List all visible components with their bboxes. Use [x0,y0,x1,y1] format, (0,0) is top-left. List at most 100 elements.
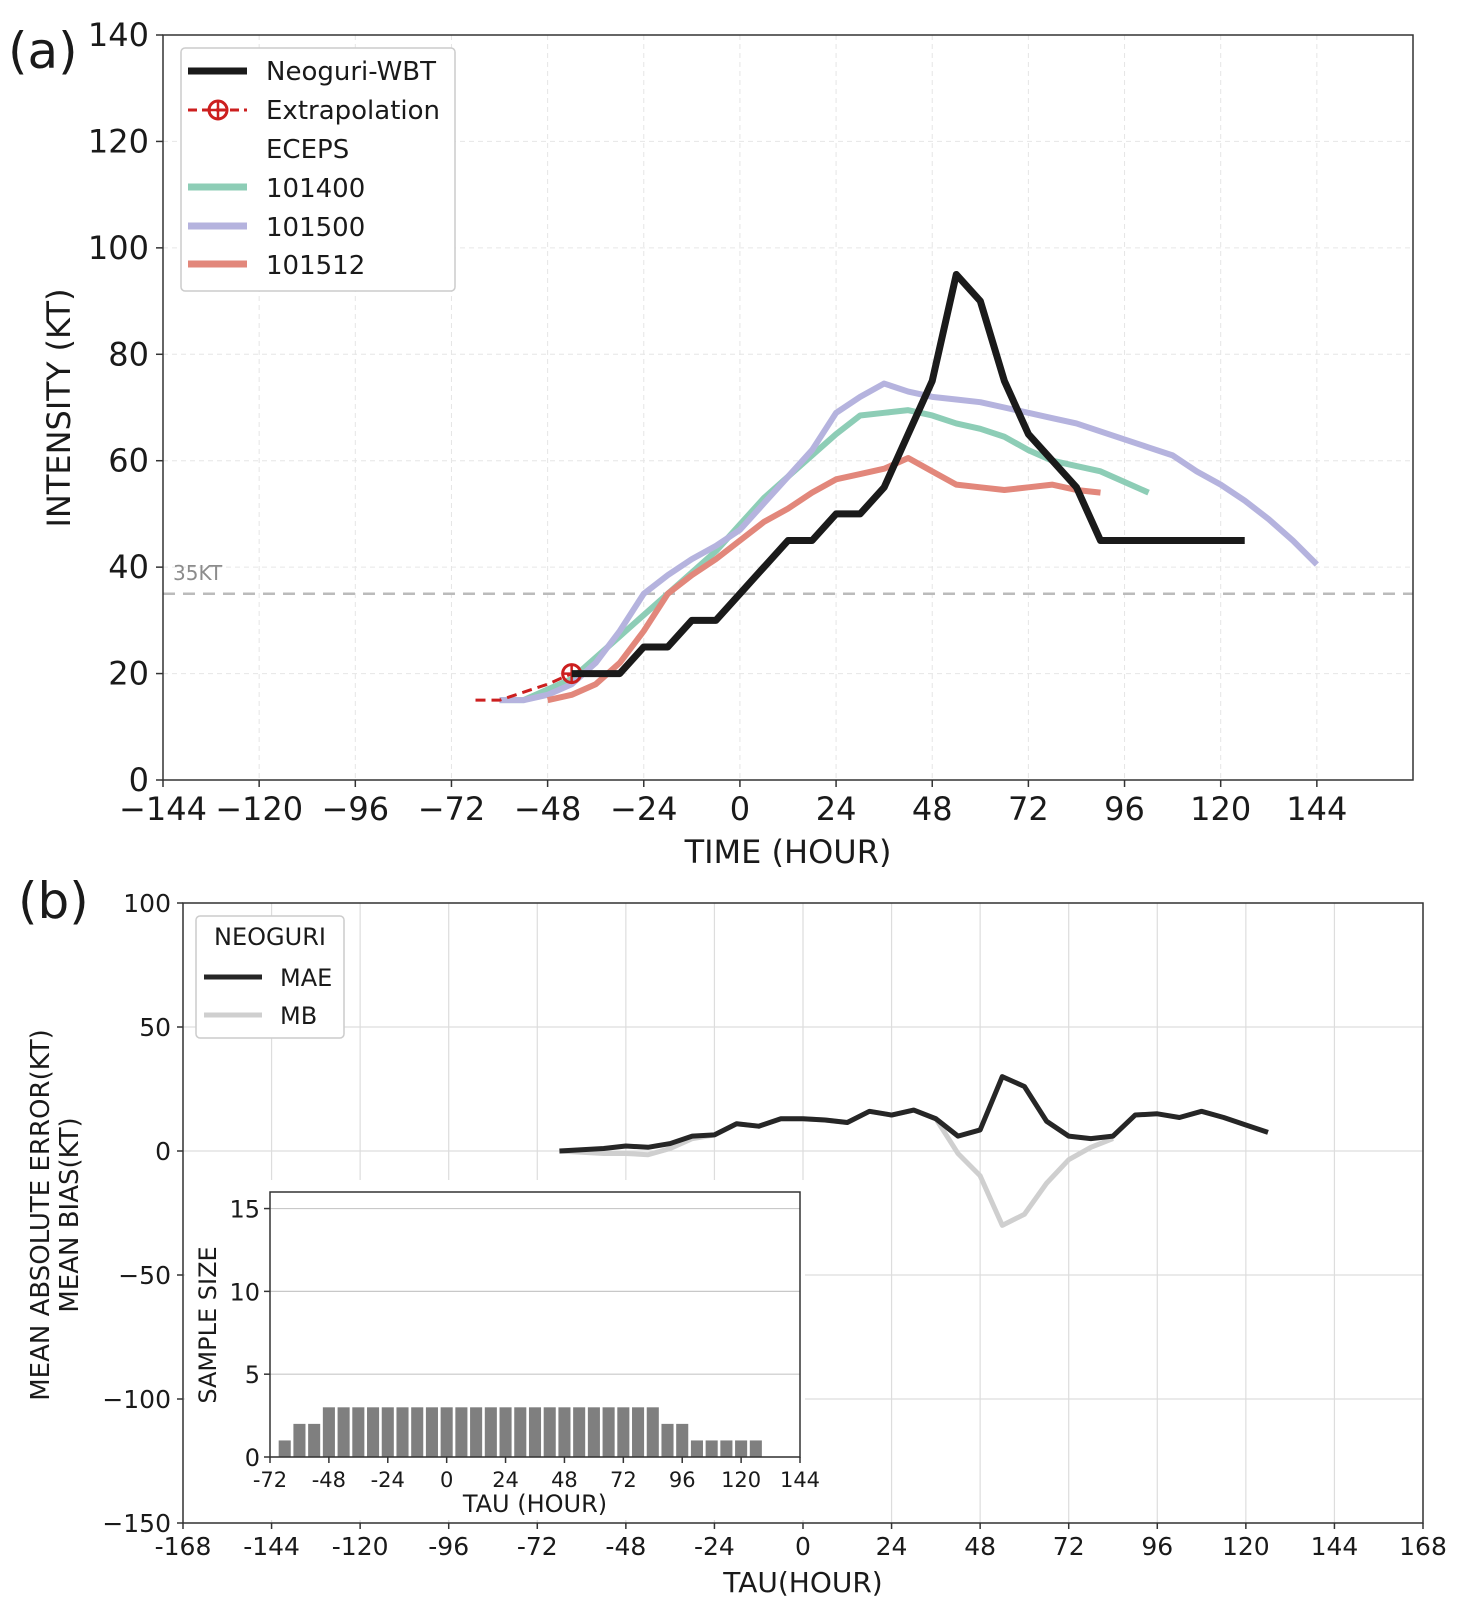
legend-group-title-eceps: ECEPS [266,135,349,165]
panel-b-legend: NEOGURI MAE MB [195,915,345,1039]
panel-b-label: (b) [18,872,89,930]
panel-a-y-tick-label: 140 [88,16,149,54]
panel-a-series-101500 [499,380,1319,704]
panel-b-series-mae [559,1074,1269,1154]
panel-b-x-tick-label: 120 [1222,1532,1270,1561]
panel-a-y-tick-label: 40 [108,548,149,586]
panel-b-x-tick-label: 168 [1399,1532,1447,1561]
inset-bar [381,1407,394,1457]
panel-a-plot: 35KT −144 −120 −96 −72 −48 −24 0 24 48 72 96 120 144… [40,16,1414,871]
inset-x-tick-label: 144 [780,1468,820,1492]
inset-bar [528,1407,542,1457]
inset-bar [470,1407,483,1457]
inset-x-tick-label: -48 [312,1468,346,1492]
inset-chart: -72 -48 -24 0 24 48 72 96 120 144 0 5 10 15 TAU (HOU… [185,1180,820,1520]
inset-bar [602,1407,615,1457]
panel-a-x-tick-label: −72 [418,790,486,828]
inset-bar [322,1407,335,1457]
inset-bar [720,1440,733,1457]
panel-a-series-neoguri-wbt [571,270,1245,678]
inset-y-ticks: 0 5 10 15 [229,1196,270,1472]
inset-bar [587,1407,600,1457]
inset-bar [661,1423,674,1457]
panel-b-plot: -168 -144 -120 -96 -72 -48 -24 0 24 48 72 96 120 144 1… [26,889,1447,1599]
inset-bar [617,1407,630,1457]
panel-b-y-ticks: −150 −100 −50 0 50 100 [102,889,183,1538]
legend-label-mae: MAE [280,964,332,992]
panel-a-series-101512 [546,455,1101,704]
inset-x-tick-label: 72 [610,1468,637,1492]
panel-b-y-axis-label-line2: MEAN BIAS(KT) [55,1117,85,1312]
inset-bar [352,1407,365,1457]
inset-x-tick-label: 24 [492,1468,519,1492]
inset-bar [440,1407,453,1457]
panel-a-x-tick-label: −96 [322,790,390,828]
inset-bar [308,1423,321,1457]
panel-a-reference-label: 35KT [173,561,223,585]
inset-bar [278,1440,291,1457]
panel-b-y-tick-label: 100 [123,889,171,918]
inset-x-tick-label: 96 [669,1468,696,1492]
inset-x-tick-label: -72 [253,1468,287,1492]
inset-bar [646,1407,659,1457]
inset-x-ticks: -72 -48 -24 0 24 48 72 96 120 144 [253,1457,820,1492]
panel-b-y-tick-label: 50 [139,1013,171,1042]
inset-bar [499,1407,512,1457]
panel-b-x-tick-label: 24 [876,1532,908,1561]
panel-b-x-tick-label: -120 [332,1532,389,1561]
inset-bar [367,1407,380,1457]
panel-b-series-group [559,1074,1269,1228]
panel-b-x-tick-label: 144 [1311,1532,1359,1561]
panel-b-x-tick-label: -24 [694,1532,735,1561]
legend-label-101400: 101400 [266,174,365,204]
inset-y-tick-label: 15 [229,1196,260,1224]
inset-y-tick-label: 10 [229,1278,260,1306]
legend-label-101512: 101512 [266,251,365,281]
panel-b-x-tick-label: 0 [795,1532,811,1561]
panel-a-y-tick-label: 20 [108,655,149,693]
panel-a-y-tick-label: 80 [108,335,149,373]
panel-a-x-tick-label: 96 [1104,790,1145,828]
panel-a-y-axis-label: INTENSITY (KT) [40,288,78,527]
inset-bar [411,1407,424,1457]
inset-x-axis-label: TAU (HOUR) [462,1490,607,1518]
inset-bar [455,1407,468,1457]
panel-b-x-tick-label: 48 [964,1532,996,1561]
panel-b-y-axis-label-line1: MEAN ABSOLUTE ERROR(KT) [26,1029,56,1401]
panel-b-x-tick-label: -144 [243,1532,300,1561]
panel-a-x-tick-label: −144 [119,790,207,828]
inset-y-tick-label: 5 [245,1361,260,1389]
panel-a-x-ticks: −144 −120 −96 −72 −48 −24 0 24 48 72 96 120 144 [119,780,1347,828]
panel-b-x-tick-label: -168 [155,1532,212,1561]
inset-bar [735,1440,748,1457]
inset-bar [425,1407,438,1457]
panel-a-y-ticks: 0 20 40 60 80 100 120 140 [88,16,163,799]
inset-bar [573,1407,586,1457]
panel-b-x-tick-label: -48 [605,1532,646,1561]
panel-a-x-axis-label: TIME (HOUR) [684,833,892,871]
inset-x-tick-label: 120 [721,1468,761,1492]
inset-bar [749,1440,762,1457]
panel-b-y-tick-label: −50 [118,1261,171,1290]
panel-b-x-tick-label: -96 [428,1532,469,1561]
panel-a-frame [162,34,1414,781]
panel-b-x-tick-label: 72 [1053,1532,1085,1561]
panel-a-y-tick-label: 100 [88,229,149,267]
panel-a-x-tick-label: 24 [816,790,857,828]
inset-bar [337,1407,350,1457]
panel-a-x-tick-label: 0 [730,790,750,828]
panel-a-x-tick-label: −48 [514,790,582,828]
inset-bar [293,1423,306,1457]
panel-b-y-tick-label: 0 [155,1137,171,1166]
panel-a-x-tick-label: −24 [610,790,678,828]
legend-label-101500: 101500 [266,213,365,243]
panel-b-y-tick-label: −100 [102,1385,171,1414]
panel-a-x-tick-label: 144 [1286,790,1347,828]
panel-b-x-ticks: -168 -144 -120 -96 -72 -48 -24 0 24 48 72 96 120 144 1… [155,1523,1447,1561]
inset-bar [543,1407,556,1457]
inset-x-tick-label: 0 [440,1468,453,1492]
panel-b-legend-box [195,915,345,1039]
panel-a-x-tick-label: 72 [1008,790,1049,828]
panel-b-y-tick-label: −150 [102,1509,171,1538]
